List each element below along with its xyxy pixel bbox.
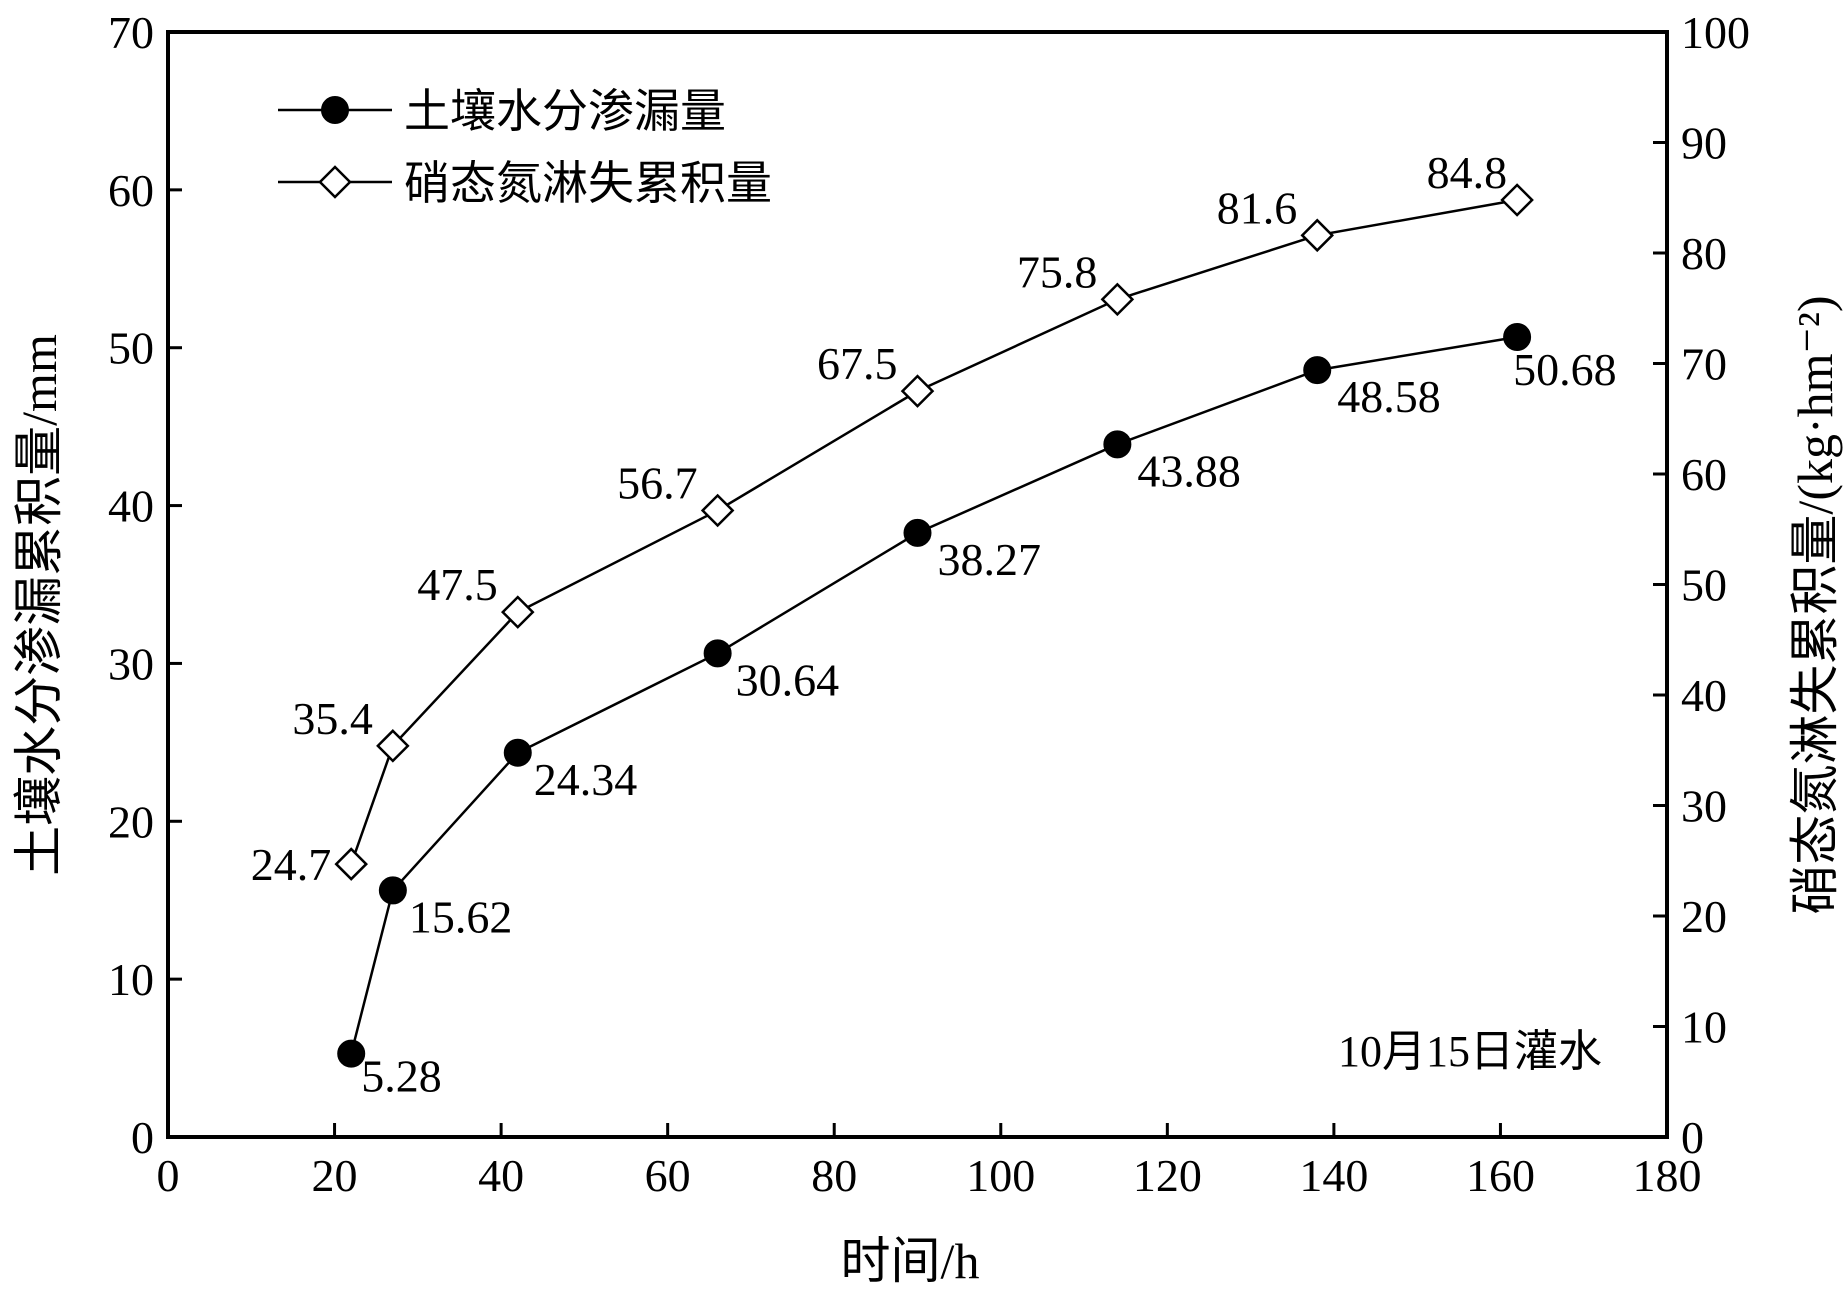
y-right-tick-label: 10	[1681, 1002, 1727, 1053]
axis-ticks: 0 20 40 60 80 100 120 140 160 1800102030405060700…	[108, 7, 1750, 1201]
legend-marker-0	[321, 96, 349, 124]
series-1-point	[700, 493, 735, 528]
y-right-tick-label: 80	[1681, 228, 1727, 279]
series-0-point	[503, 738, 532, 767]
series-1-point	[334, 847, 368, 881]
y-right-tick-label: 60	[1681, 449, 1727, 500]
series-0-point	[337, 1039, 366, 1068]
y-left-tick-label: 0	[131, 1112, 154, 1163]
y-left-tick-label: 50	[108, 323, 154, 374]
y-right-tick-label: 30	[1681, 781, 1727, 832]
series-1-data-label: 75.8	[1017, 246, 1098, 297]
y-left-tick-label: 70	[108, 7, 154, 58]
y-left-tick-label: 30	[108, 638, 154, 689]
y-left-tick-label: 60	[108, 165, 154, 216]
series-0-point	[1503, 322, 1532, 351]
series-1-data-label: 84.8	[1427, 147, 1508, 198]
series-0-point	[1103, 430, 1132, 459]
x-tick-label: 140	[1299, 1150, 1368, 1201]
series-1-point	[500, 595, 535, 629]
series-0-point	[378, 876, 407, 905]
series-1-data-label: 47.5	[417, 559, 498, 610]
series-0-data-label: 43.88	[1137, 445, 1241, 496]
y-left-tick-label: 20	[108, 796, 154, 847]
series-1-data-label: 81.6	[1217, 182, 1298, 233]
x-tick-label: 40	[478, 1150, 524, 1201]
x-tick-label: 0	[157, 1150, 180, 1201]
y-right-tick-label: 70	[1681, 339, 1727, 390]
x-tick-label: 160	[1466, 1150, 1535, 1201]
series-0-point	[1303, 356, 1332, 385]
series-1-point	[376, 729, 410, 763]
x-tick-label: 80	[811, 1150, 857, 1201]
series-1-point	[1300, 218, 1335, 253]
y-axis-left-title: 土壤水分渗漏累积量/mm	[11, 334, 67, 876]
y-right-tick-label: 50	[1681, 560, 1727, 611]
legend-marker-1	[318, 165, 352, 199]
x-tick-label: 120	[1133, 1150, 1202, 1201]
x-tick-label: 60	[645, 1150, 691, 1201]
series-0-data-label: 5.28	[361, 1051, 442, 1102]
series-0-point	[903, 518, 932, 547]
series-0-data-label: 50.68	[1513, 344, 1617, 395]
series-0-data-label: 38.27	[938, 534, 1042, 585]
series-0-data-label: 15.62	[409, 891, 512, 942]
series-1-point	[900, 374, 935, 408]
irrigation-note: 10月15日灌水	[1338, 1027, 1602, 1076]
series-1-data-label: 24.7	[251, 839, 332, 890]
series-1-point	[1500, 183, 1534, 217]
series-1-data-label: 35.4	[292, 693, 373, 744]
y-right-tick-label: 20	[1681, 891, 1727, 942]
x-axis-title: 时间/h	[841, 1233, 980, 1289]
series-0-point	[703, 639, 732, 668]
y-right-tick-label: 40	[1681, 670, 1727, 721]
series-1-data-label: 67.5	[817, 338, 898, 389]
x-tick-label: 20	[312, 1150, 358, 1201]
series-1-point	[1100, 282, 1135, 317]
series-0-data-label: 24.34	[534, 754, 638, 805]
series-line-0	[349, 335, 1518, 1054]
y-left-tick-label: 40	[108, 481, 154, 532]
y-axis-right-title: 硝态氮淋失累积量/(kg·hm⁻²)	[1787, 295, 1843, 914]
y-left-tick-label: 10	[108, 954, 154, 1005]
y-right-tick-label: 0	[1681, 1112, 1704, 1163]
series-line-1	[350, 198, 1518, 865]
y-right-tick-label: 100	[1681, 7, 1750, 58]
legend-label-0: 土壤水分渗漏量	[404, 86, 726, 137]
y-right-tick-label: 90	[1681, 118, 1727, 169]
x-tick-label: 100	[966, 1150, 1035, 1201]
series-0-data-label: 48.58	[1337, 371, 1441, 422]
data-labels: 5.28 15.62 24.34 30.64 38.27 43.88 48.58 50.68 2…	[251, 147, 1617, 1102]
series-1-data-label: 56.7	[617, 457, 698, 508]
series	[334, 183, 1534, 1068]
series-0-data-label: 30.64	[736, 654, 840, 705]
legend-label-1: 硝态氮淋失累积量	[404, 158, 772, 209]
x-tick-label: 180	[1633, 1150, 1702, 1201]
